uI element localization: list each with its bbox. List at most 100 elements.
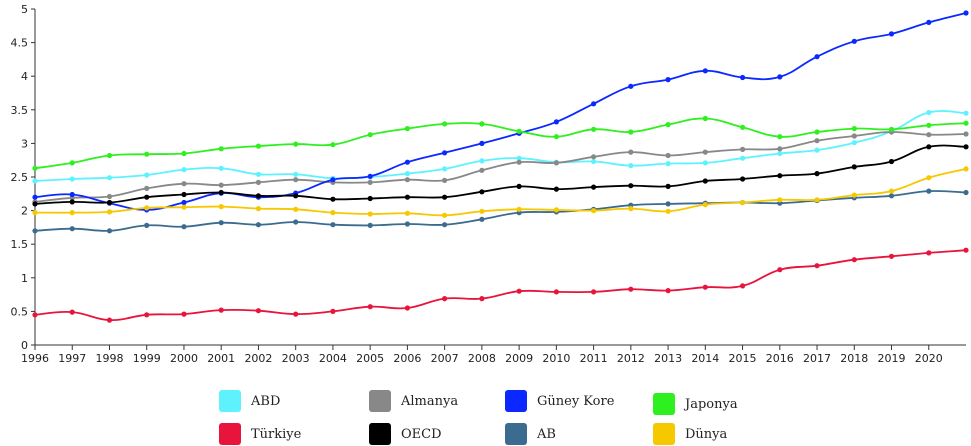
data-point-almanya[interactable] — [665, 152, 671, 159]
data-point-almanya[interactable] — [702, 149, 708, 155]
data-point-oecd[interactable] — [404, 194, 410, 200]
data-point-ab[interactable] — [665, 201, 671, 207]
data-point-turkiye[interactable] — [963, 247, 969, 253]
data-point-japonya[interactable] — [144, 151, 150, 157]
data-point-abd[interactable] — [293, 171, 299, 177]
data-point-turkiye[interactable] — [591, 289, 597, 295]
data-point-almanya[interactable] — [926, 132, 932, 138]
data-point-dunya[interactable] — [330, 210, 336, 216]
data-point-abd[interactable] — [442, 166, 448, 172]
data-point-almanya[interactable] — [479, 167, 485, 173]
data-point-ab[interactable] — [106, 228, 113, 234]
data-point-turkiye[interactable] — [628, 286, 634, 292]
data-point-almanya[interactable] — [255, 179, 261, 185]
data-point-turkiye[interactable] — [218, 307, 224, 313]
data-point-ab[interactable] — [330, 222, 336, 228]
data-point-guney-kore[interactable] — [479, 140, 485, 146]
data-point-oecd[interactable] — [293, 193, 299, 199]
data-point-turkiye[interactable] — [740, 283, 746, 289]
data-point-dunya[interactable] — [293, 206, 299, 212]
data-point-abd[interactable] — [963, 110, 969, 116]
data-point-turkiye[interactable] — [404, 305, 410, 311]
data-point-turkiye[interactable] — [516, 288, 522, 294]
data-point-turkiye[interactable] — [367, 304, 373, 310]
data-point-almanya[interactable] — [106, 193, 113, 200]
data-point-guney-kore[interactable] — [69, 191, 75, 198]
data-point-almanya[interactable] — [740, 146, 746, 152]
legend-item-abd[interactable]: ABD — [219, 390, 280, 412]
data-point-guney-kore[interactable] — [32, 194, 38, 200]
data-point-abd[interactable] — [665, 161, 671, 167]
data-point-ab[interactable] — [293, 219, 299, 225]
data-point-japonya[interactable] — [777, 134, 783, 140]
data-point-almanya[interactable] — [814, 138, 820, 144]
data-point-guney-kore[interactable] — [404, 159, 410, 165]
data-point-japonya[interactable] — [479, 121, 485, 127]
data-point-guney-kore[interactable] — [367, 173, 373, 179]
data-point-oecd[interactable] — [628, 183, 634, 189]
data-point-turkiye[interactable] — [69, 309, 75, 315]
data-point-oecd[interactable] — [516, 183, 522, 189]
data-point-abd[interactable] — [516, 155, 522, 161]
data-point-dunya[interactable] — [516, 206, 522, 212]
data-point-japonya[interactable] — [367, 132, 373, 138]
data-point-abd[interactable] — [591, 158, 597, 165]
data-point-abd[interactable] — [32, 178, 38, 184]
data-point-guney-kore[interactable] — [330, 177, 336, 183]
data-point-dunya[interactable] — [479, 208, 485, 214]
data-point-japonya[interactable] — [330, 142, 336, 148]
data-point-dunya[interactable] — [702, 202, 708, 208]
data-point-guney-kore[interactable] — [665, 77, 671, 83]
data-point-oecd[interactable] — [888, 158, 895, 165]
data-point-ab[interactable] — [926, 188, 932, 194]
data-point-dunya[interactable] — [777, 197, 783, 203]
data-point-oecd[interactable] — [255, 193, 261, 199]
data-point-guney-kore[interactable] — [442, 150, 448, 156]
data-point-dunya[interactable] — [926, 175, 932, 181]
data-point-abd[interactable] — [144, 172, 150, 178]
data-point-abd[interactable] — [814, 147, 820, 153]
data-point-ab[interactable] — [442, 222, 448, 228]
data-point-almanya[interactable] — [591, 154, 597, 160]
data-point-turkiye[interactable] — [926, 250, 932, 256]
data-point-ab[interactable] — [963, 189, 969, 196]
data-point-abd[interactable] — [926, 109, 932, 116]
data-point-guney-kore[interactable] — [628, 83, 634, 89]
data-point-guney-kore[interactable] — [963, 10, 969, 16]
data-point-dunya[interactable] — [628, 206, 634, 212]
data-point-dunya[interactable] — [851, 192, 857, 198]
data-point-turkiye[interactable] — [851, 257, 857, 263]
data-point-japonya[interactable] — [814, 129, 820, 135]
data-point-oecd[interactable] — [69, 199, 75, 205]
data-point-turkiye[interactable] — [32, 312, 38, 318]
data-point-japonya[interactable] — [106, 152, 113, 159]
data-point-oecd[interactable] — [963, 144, 969, 150]
data-point-japonya[interactable] — [516, 128, 522, 134]
data-point-oecd[interactable] — [442, 194, 448, 200]
data-point-dunya[interactable] — [32, 210, 38, 216]
data-point-abd[interactable] — [218, 165, 224, 171]
data-point-japonya[interactable] — [218, 146, 224, 152]
legend-item-dunya[interactable]: Dünya — [653, 423, 727, 445]
data-point-oecd[interactable] — [367, 195, 373, 202]
data-point-dunya[interactable] — [553, 207, 560, 213]
data-point-ab[interactable] — [255, 222, 261, 228]
data-point-oecd[interactable] — [479, 189, 485, 195]
data-point-turkiye[interactable] — [144, 312, 150, 318]
data-point-japonya[interactable] — [926, 122, 932, 128]
data-point-guney-kore[interactable] — [553, 119, 560, 125]
data-point-dunya[interactable] — [740, 199, 746, 206]
data-point-dunya[interactable] — [144, 205, 150, 211]
data-point-japonya[interactable] — [851, 126, 857, 132]
data-point-japonya[interactable] — [181, 150, 187, 157]
data-point-oecd[interactable] — [740, 176, 746, 182]
data-point-almanya[interactable] — [553, 160, 560, 166]
data-point-abd[interactable] — [181, 167, 187, 173]
data-point-oecd[interactable] — [144, 194, 150, 200]
data-point-japonya[interactable] — [702, 115, 708, 122]
data-point-japonya[interactable] — [740, 124, 746, 130]
data-point-oecd[interactable] — [777, 173, 783, 179]
data-point-ab[interactable] — [479, 216, 485, 222]
data-point-japonya[interactable] — [628, 129, 634, 135]
legend-item-japonya[interactable]: Japonya — [653, 393, 738, 415]
